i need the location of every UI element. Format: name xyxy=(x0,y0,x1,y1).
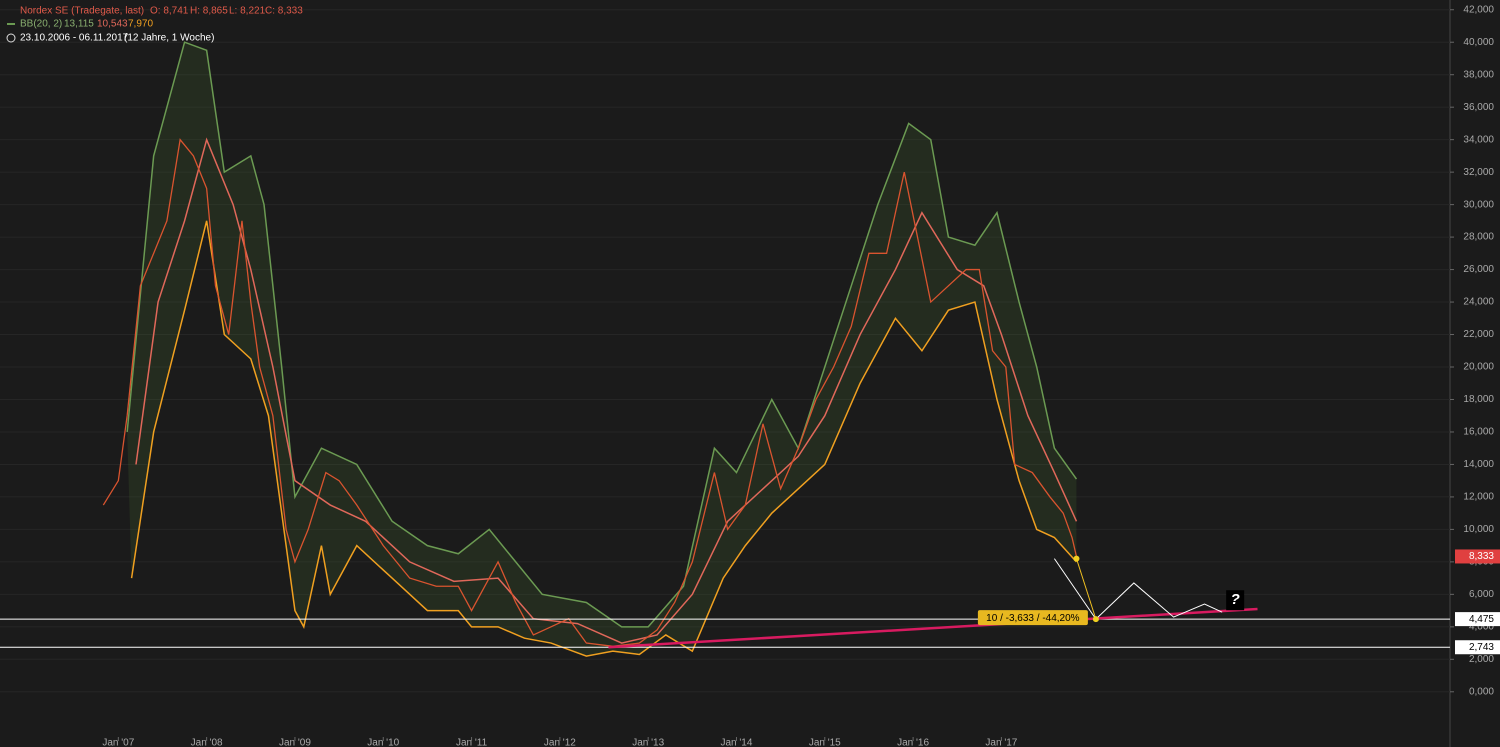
y-tick-label: 2,000 xyxy=(1469,654,1494,665)
y-tick-label: 42,000 xyxy=(1463,4,1494,15)
price-label: 8,333 xyxy=(1469,551,1494,562)
indicator-value: 10,543 xyxy=(97,19,128,30)
indicator-value: 13,115 xyxy=(64,19,94,30)
indicator-value: 7,970 xyxy=(128,19,153,30)
x-tick-label: Jan '11 xyxy=(456,738,488,747)
projection xyxy=(1053,558,1223,620)
y-tick-label: 38,000 xyxy=(1463,69,1494,80)
clock-icon xyxy=(6,33,16,43)
question: ? xyxy=(1231,591,1240,608)
target-line xyxy=(1075,558,1097,620)
annotation-box xyxy=(977,610,1088,626)
y-tick-label: 26,000 xyxy=(1463,264,1494,275)
x-tick-label: Jan '08 xyxy=(191,738,223,747)
x-tick-label: Jan '09 xyxy=(279,738,311,747)
ohlc: L: 8,221 xyxy=(229,6,266,17)
y-tick-label: 30,000 xyxy=(1463,199,1494,210)
y-tick-label: 10,000 xyxy=(1463,524,1494,535)
x-tick-label: Jan '07 xyxy=(102,738,134,747)
ohlc: H: 8,865 xyxy=(190,6,228,17)
price-tag xyxy=(1455,549,1500,564)
y-tick-label: 12,000 xyxy=(1463,492,1494,503)
y-tick-label: 40,000 xyxy=(1463,37,1494,48)
level-label: 4,475 xyxy=(1469,614,1494,625)
symbol: Nordex SE (Tradegate, last) xyxy=(20,6,144,17)
annotation: 10 / -3,633 / -44,20% xyxy=(986,613,1080,624)
date-range: 23.10.2006 - 06.11.2017 xyxy=(20,33,129,44)
level-label: 2,743 xyxy=(1469,642,1494,653)
target-point xyxy=(1092,616,1099,623)
header: Nordex SE (Tradegate, last) O: 8,741 H: … xyxy=(6,6,303,44)
date-span: (12 Jahre, 1 Woche) xyxy=(124,33,214,44)
y-tick-label: 14,000 xyxy=(1463,459,1494,470)
y-tick-label: 4,000 xyxy=(1469,621,1494,632)
y-tick-label: 16,000 xyxy=(1463,427,1494,438)
question-box xyxy=(1226,590,1245,611)
y-tick-label: 32,000 xyxy=(1463,167,1494,178)
x-tick-label: Jan '12 xyxy=(544,738,576,747)
ohlc: C: 8,333 xyxy=(265,6,303,17)
x-tick-label: Jan '15 xyxy=(809,738,841,747)
lower-band xyxy=(130,220,1078,657)
x-tick-label: Jan '14 xyxy=(721,738,753,747)
y-tick-label: 22,000 xyxy=(1463,329,1494,340)
y-tick-label: 18,000 xyxy=(1463,394,1494,405)
x-tick-label: Jan '17 xyxy=(985,738,1017,747)
indicator: BB(20, 2) xyxy=(20,19,62,30)
band-fill xyxy=(127,42,1077,657)
target-point xyxy=(1073,555,1080,562)
ohlc: O: 8,741 xyxy=(150,6,189,17)
y-tick-label: 24,000 xyxy=(1463,297,1494,308)
level-tag xyxy=(1455,640,1500,655)
x-tick-label: Jan '10 xyxy=(367,738,399,747)
upper-band xyxy=(126,41,1078,628)
y-tick-label: 34,000 xyxy=(1463,134,1494,145)
trendline xyxy=(608,607,1258,649)
y-tick-label: 36,000 xyxy=(1463,102,1494,113)
x-tick-label: Jan '16 xyxy=(897,738,929,747)
level-tag xyxy=(1455,612,1500,627)
y-tick-label: 6,000 xyxy=(1469,589,1494,600)
y-tick-label: 28,000 xyxy=(1463,232,1494,243)
x-tick-label: Jan '13 xyxy=(632,738,664,747)
y-tick-label: 0,000 xyxy=(1469,686,1494,697)
y-tick-label: 20,000 xyxy=(1463,362,1494,373)
middle-band xyxy=(135,137,1078,644)
